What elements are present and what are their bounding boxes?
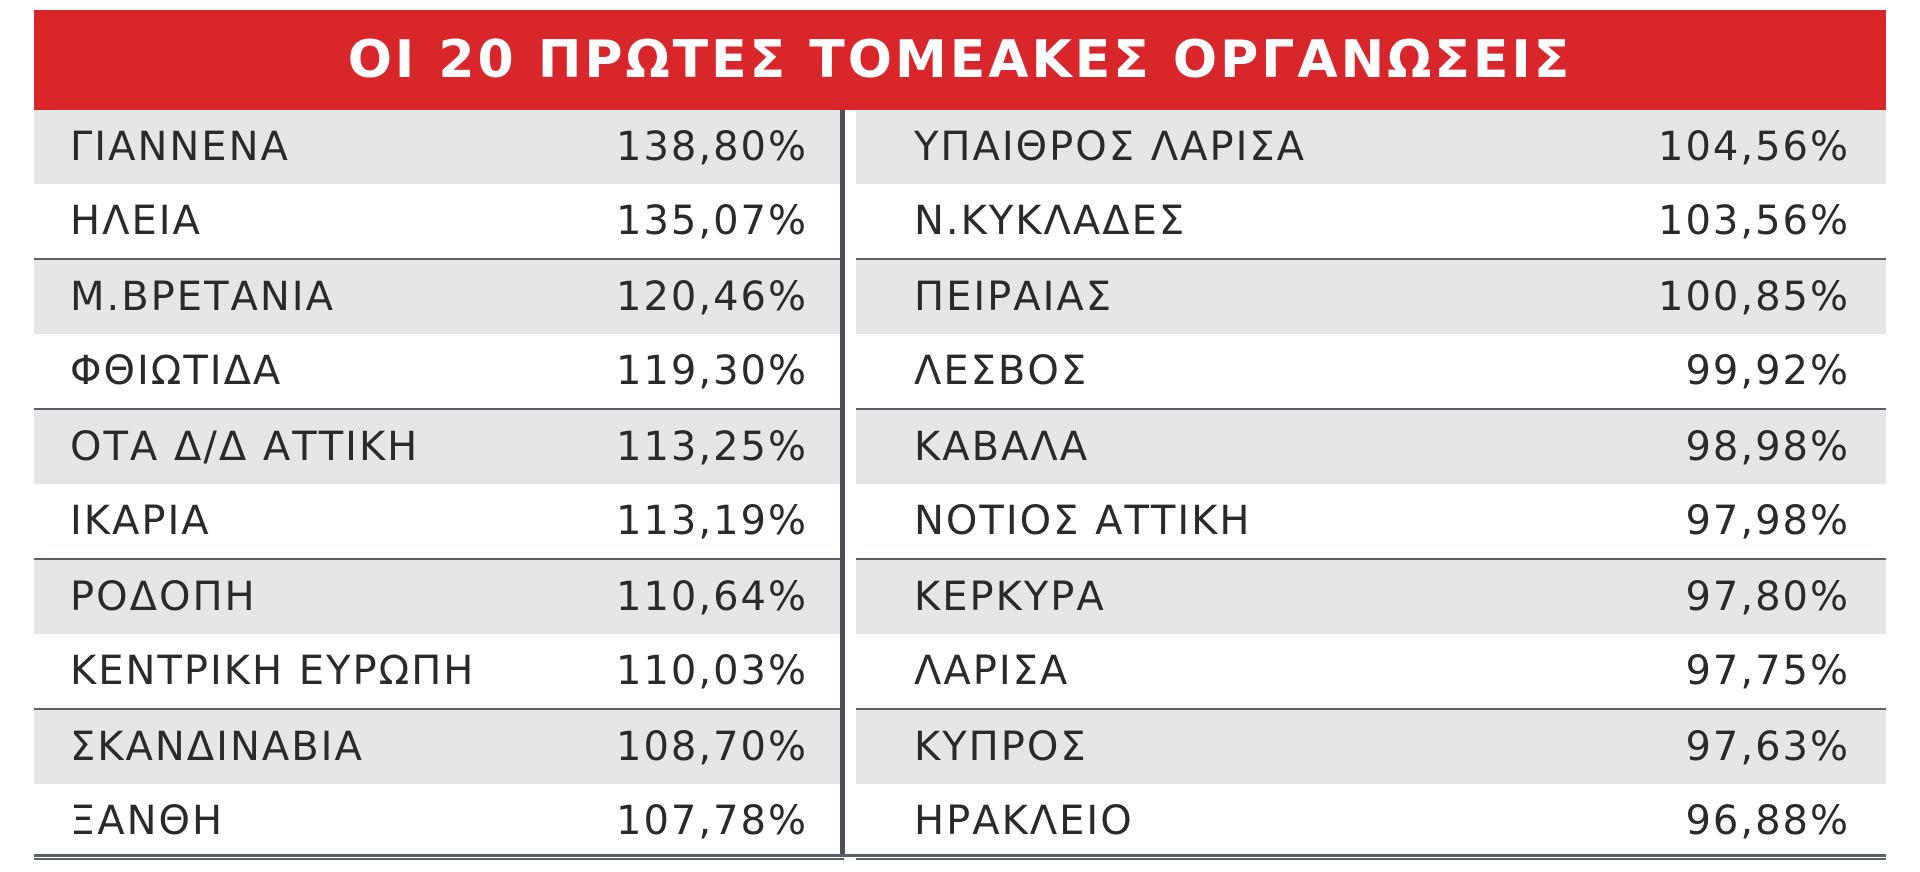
table-bottom-rule: [34, 854, 1886, 857]
percentage-value: 110,64%: [616, 574, 808, 620]
organization-name: ΚΑΒΑΛΑ: [914, 424, 1090, 470]
percentage-value: 135,07%: [616, 198, 808, 244]
organization-name: ΚΥΠΡΟΣ: [914, 724, 1088, 770]
table-row: ΚΕΡΚΥΡΑ 97,80%: [856, 560, 1886, 634]
percentage-value: 97,98%: [1685, 498, 1850, 544]
table-row: ΚΑΒΑΛΑ 98,98%: [856, 410, 1886, 484]
table-row: Ν.ΚΥΚΛΑΔΕΣ 103,56%: [856, 184, 1886, 260]
percentage-value: 110,03%: [616, 648, 808, 694]
organization-name: ΞΑΝΘΗ: [70, 798, 225, 844]
organization-name: ΡΟΔΟΠΗ: [70, 574, 257, 620]
percentage-value: 113,19%: [616, 498, 808, 544]
left-column: ΓΙΑΝΝΕΝΑ 138,80% ΗΛΕΙΑ 135,07% Μ.ΒΡΕΤΑΝΙΑ 120…: [34, 110, 844, 860]
percentage-value: 97,63%: [1685, 724, 1850, 770]
percentage-value: 103,56%: [1658, 198, 1850, 244]
organization-name: Μ.ΒΡΕΤΑΝΙΑ: [70, 274, 335, 320]
percentage-value: 98,98%: [1685, 424, 1850, 470]
right-column: ΥΠΑΙΘΡΟΣ ΛΑΡΙΣΑ 104,56% Ν.ΚΥΚΛΑΔΕΣ 103,56% Π…: [856, 110, 1886, 860]
table-row: ΣΚΑΝΔΙΝΑΒΙΑ 108,70%: [34, 710, 844, 784]
table-row: Μ.ΒΡΕΤΑΝΙΑ 120,46%: [34, 260, 844, 334]
organization-name: ΝΟΤΙΟΣ ΑΤΤΙΚΗ: [914, 498, 1252, 544]
table-row: ΞΑΝΘΗ 107,78%: [34, 784, 844, 860]
percentage-value: 97,75%: [1685, 648, 1850, 694]
organization-name: ΚΕΝΤΡΙΚΗ ΕΥΡΩΠΗ: [70, 648, 476, 694]
organization-name: ΚΕΡΚΥΡΑ: [914, 574, 1106, 620]
table-row: ΚΕΝΤΡΙΚΗ ΕΥΡΩΠΗ 110,03%: [34, 634, 844, 710]
organization-name: ΓΙΑΝΝΕΝΑ: [70, 124, 290, 170]
percentage-value: 108,70%: [616, 724, 808, 770]
percentage-value: 104,56%: [1658, 124, 1850, 170]
percentage-value: 96,88%: [1685, 798, 1850, 844]
percentage-value: 99,92%: [1685, 348, 1850, 394]
ranking-table: ΓΙΑΝΝΕΝΑ 138,80% ΗΛΕΙΑ 135,07% Μ.ΒΡΕΤΑΝΙΑ 120…: [34, 110, 1886, 862]
table-row: ΛΑΡΙΣΑ 97,75%: [856, 634, 1886, 710]
percentage-value: 113,25%: [616, 424, 808, 470]
table-row: ΙΚΑΡΙΑ 113,19%: [34, 484, 844, 560]
table-title: ΟΙ 20 ΠΡΩΤΕΣ ΤΟΜΕΑΚΕΣ ΟΡΓΑΝΩΣΕΙΣ: [34, 10, 1886, 110]
table-row: ΓΙΑΝΝΕΝΑ 138,80%: [34, 110, 844, 184]
organization-name: ΛΕΣΒΟΣ: [914, 348, 1089, 394]
organization-name: ΠΕΙΡΑΙΑΣ: [914, 274, 1114, 320]
table-row: ΗΡΑΚΛΕΙΟ 96,88%: [856, 784, 1886, 860]
organization-name: ΗΛΕΙΑ: [70, 198, 202, 244]
table-row: ΛΕΣΒΟΣ 99,92%: [856, 334, 1886, 410]
percentage-value: 97,80%: [1685, 574, 1850, 620]
ranking-table-card: ΟΙ 20 ΠΡΩΤΕΣ ΤΟΜΕΑΚΕΣ ΟΡΓΑΝΩΣΕΙΣ ΓΙΑΝΝΕΝ…: [34, 10, 1886, 862]
organization-name: ΥΠΑΙΘΡΟΣ ΛΑΡΙΣΑ: [914, 124, 1307, 170]
percentage-value: 107,78%: [616, 798, 808, 844]
organization-name: ΛΑΡΙΣΑ: [914, 648, 1070, 694]
percentage-value: 100,85%: [1658, 274, 1850, 320]
percentage-value: 119,30%: [616, 348, 808, 394]
organization-name: ΦΘΙΩΤΙΔΑ: [70, 348, 283, 394]
table-row: ΥΠΑΙΘΡΟΣ ΛΑΡΙΣΑ 104,56%: [856, 110, 1886, 184]
percentage-value: 138,80%: [616, 124, 808, 170]
organization-name: ΙΚΑΡΙΑ: [70, 498, 211, 544]
organization-name: ΣΚΑΝΔΙΝΑΒΙΑ: [70, 724, 364, 770]
table-row: ΗΛΕΙΑ 135,07%: [34, 184, 844, 260]
percentage-value: 120,46%: [616, 274, 808, 320]
organization-name: ΗΡΑΚΛΕΙΟ: [914, 798, 1134, 844]
column-divider: [840, 110, 845, 856]
table-row: ΡΟΔΟΠΗ 110,64%: [34, 560, 844, 634]
table-row: ΟΤΑ Δ/Δ ΑΤΤΙΚΗ 113,25%: [34, 410, 844, 484]
table-row: ΚΥΠΡΟΣ 97,63%: [856, 710, 1886, 784]
organization-name: Ν.ΚΥΚΛΑΔΕΣ: [914, 198, 1187, 244]
table-row: ΦΘΙΩΤΙΔΑ 119,30%: [34, 334, 844, 410]
table-row: ΝΟΤΙΟΣ ΑΤΤΙΚΗ 97,98%: [856, 484, 1886, 560]
table-row: ΠΕΙΡΑΙΑΣ 100,85%: [856, 260, 1886, 334]
organization-name: ΟΤΑ Δ/Δ ΑΤΤΙΚΗ: [70, 424, 420, 470]
